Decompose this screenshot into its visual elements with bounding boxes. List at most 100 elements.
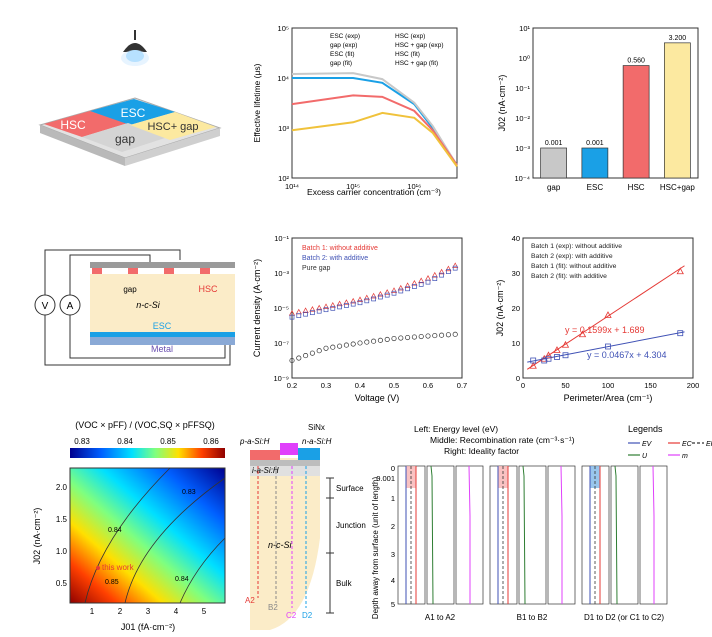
current-point (309, 306, 316, 312)
current-point (390, 287, 398, 293)
band-group-label: A1 to A2 (425, 613, 456, 622)
band-mid-title: Middle: Recombination rate (cm⁻³·s⁻¹) (430, 435, 575, 445)
top-schematic: HSC ESC gap HSC+ gap (38, 30, 222, 166)
cross-section: SiNx p-a-Si:H n-a-Si:H i-a-Si:H n-c-Si S… (240, 423, 366, 630)
current-ytick: 10⁻⁷ (274, 339, 289, 348)
current-xtick: 0.2 (287, 381, 297, 390)
current-point (439, 272, 444, 278)
perimeter-ytick: 0 (516, 374, 520, 383)
lifetime-ytick: 10³ (278, 124, 289, 133)
current-point (289, 314, 295, 320)
current-point (303, 353, 309, 359)
band-m-line (468, 465, 471, 604)
heatmap-title: (VOC × pFF) / (VOC,SQ × pFFSQ) (75, 420, 215, 430)
heatmap-ylabel: J02 (nA·cm⁻²) (32, 508, 42, 565)
perimeter-ytick: 30 (512, 269, 520, 278)
j02-bar-label: 3.200 (669, 35, 687, 42)
current-point (370, 292, 377, 299)
current-legend-item: Pure gap (302, 265, 331, 272)
current-point (405, 334, 411, 341)
current-point (323, 307, 329, 313)
current-density-chart: 10⁻¹10⁻³10⁻⁵10⁻⁷10⁻⁹ 0.2 0.3 0.4 0.5 0.6 0.7 … (252, 234, 467, 403)
ammeter-icon (59, 294, 81, 316)
device-label-nsi: n-c-Si (136, 300, 161, 310)
perimeter-point (604, 311, 612, 318)
current-point (398, 288, 404, 294)
hsc-region (44, 111, 128, 137)
j02-ytick: 10¹ (519, 24, 530, 33)
heatmap-xtick: 3 (146, 607, 151, 616)
band-u-line (522, 465, 526, 605)
current-point (302, 307, 309, 313)
current-point (344, 303, 349, 308)
band-legend-item: U (642, 453, 648, 460)
current-point (343, 299, 350, 305)
j02-category-label: HSC+gap (660, 183, 695, 192)
esc-region (90, 99, 175, 125)
device-label-hsc: HSC (198, 284, 218, 294)
band-diagram-panel: Left: Energy level (eV) Middle: Recombin… (372, 424, 712, 622)
device-label-esc: ESC (153, 321, 172, 331)
current-point (438, 268, 445, 275)
lifetime-legend-item: gap (fit) (330, 60, 352, 67)
current-plot-frame (291, 237, 463, 379)
heatmap-xtick: 5 (202, 607, 207, 616)
xs-label-bulk: Bulk (336, 579, 353, 588)
colorbar-tick: 0.86 (203, 437, 219, 446)
perimeter-xtick: 200 (687, 381, 700, 390)
lifetime-series-line (292, 77, 458, 166)
current-point (371, 296, 376, 302)
current-point (405, 286, 410, 292)
j02-ytick: 10⁻¹ (515, 84, 530, 93)
current-point (445, 265, 452, 272)
current-xtick: 0.3 (321, 381, 331, 390)
lifetime-series-line (291, 72, 458, 166)
current-point (391, 290, 397, 296)
lifetime-legend-item: HSC + gap (exp) (395, 42, 444, 49)
current-point (357, 300, 363, 306)
j02-category-label: gap (547, 183, 561, 192)
lifetime-legend-item: HSC (exp) (395, 33, 425, 40)
heatmap-chart: (VOC × pFF) / (VOC,SQ × pFFSQ) 0.83 0.84 0… (32, 420, 226, 632)
heatmap-field (69, 467, 226, 604)
perimeter-point (530, 357, 537, 364)
current-point (363, 294, 370, 301)
current-point (343, 342, 349, 348)
perimeter-xtick: 150 (644, 381, 657, 390)
label-gap: gap (115, 132, 135, 146)
current-point (411, 279, 418, 286)
band-legend-item: m (682, 453, 688, 460)
this-work-label: this work (102, 563, 135, 572)
perimeter-point (561, 340, 570, 348)
lifetime-xtick: 10¹⁴ (285, 182, 299, 191)
current-xtick: 0.6 (423, 381, 433, 390)
perimeter-chart: 0 10 20 30 40 0 50 100 150 200 Batch 1 (exp): wi… (495, 234, 700, 403)
current-point (295, 308, 302, 315)
device-schematic: V A gap HSC n-c-Si ESC Metal (34, 249, 235, 366)
current-point (364, 339, 370, 345)
j02-category-label: HSC (628, 183, 645, 192)
voltmeter-label: V (42, 301, 49, 312)
j02-bar-label: 0.001 (545, 140, 563, 147)
label-esc: ESC (121, 106, 146, 120)
current-point (322, 303, 330, 309)
current-point (296, 355, 302, 361)
current-point (445, 332, 451, 338)
band-legend-item: EV (642, 441, 653, 448)
xs-label-nsi: n-c-Si (268, 540, 293, 550)
xs-label-surface: Surface (336, 484, 364, 493)
current-xlabel: Voltage (V) (355, 393, 400, 403)
current-xtick: 0.4 (355, 381, 365, 390)
current-point (350, 301, 356, 307)
perimeter-eq2: y = 0.0467x + 4.304 (587, 350, 667, 360)
band-subplot-frame (518, 465, 547, 605)
perimeter-ytick: 40 (512, 234, 520, 243)
current-ytick: 10⁻⁵ (274, 304, 289, 313)
j02-ytick: 10⁰ (519, 54, 530, 63)
device-label-metal: Metal (151, 344, 173, 354)
lifetime-xtick: 10¹⁶ (407, 182, 421, 191)
band-ytick: 0.001 (376, 474, 395, 483)
perimeter-ytick: 10 (512, 339, 520, 348)
perimeter-legend-item: Batch 2 (exp): with additive (531, 253, 613, 260)
perimeter-point (562, 352, 569, 359)
